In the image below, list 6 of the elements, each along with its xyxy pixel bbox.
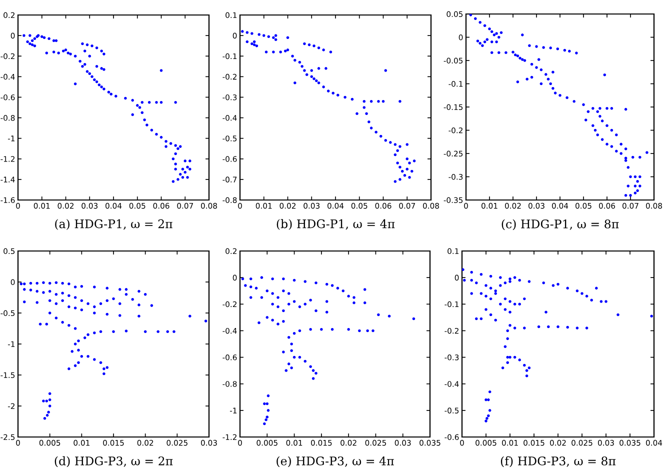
text: (d) HDG-P3, ω = 2π	[54, 456, 173, 468]
text: (a) HDG-P1, ω = 2π	[55, 219, 172, 230]
text: (b) HDG-P1, ω = 4π	[276, 219, 395, 230]
text: (c) HDG-P1, ω = 8π	[502, 219, 619, 230]
text: (f) HDG-P3, ω = 8π	[500, 456, 616, 468]
text: (e) HDG-P3, ω = 4π	[276, 456, 394, 468]
